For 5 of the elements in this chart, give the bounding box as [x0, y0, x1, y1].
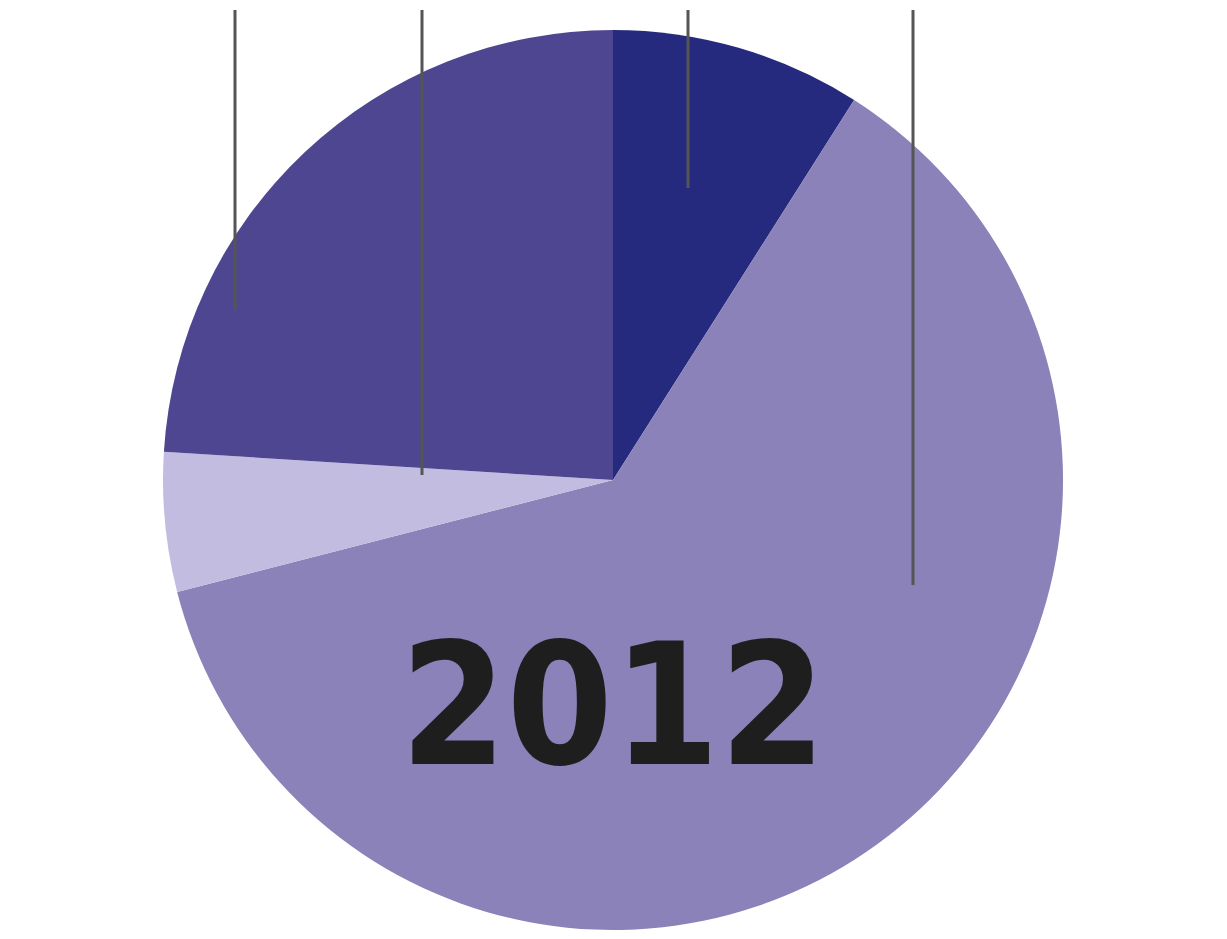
pie-slice — [163, 30, 613, 480]
pie-slice — [163, 451, 613, 592]
pie-slice — [177, 100, 1063, 930]
text: 2012 — [400, 606, 826, 804]
pie-slice — [613, 30, 855, 480]
